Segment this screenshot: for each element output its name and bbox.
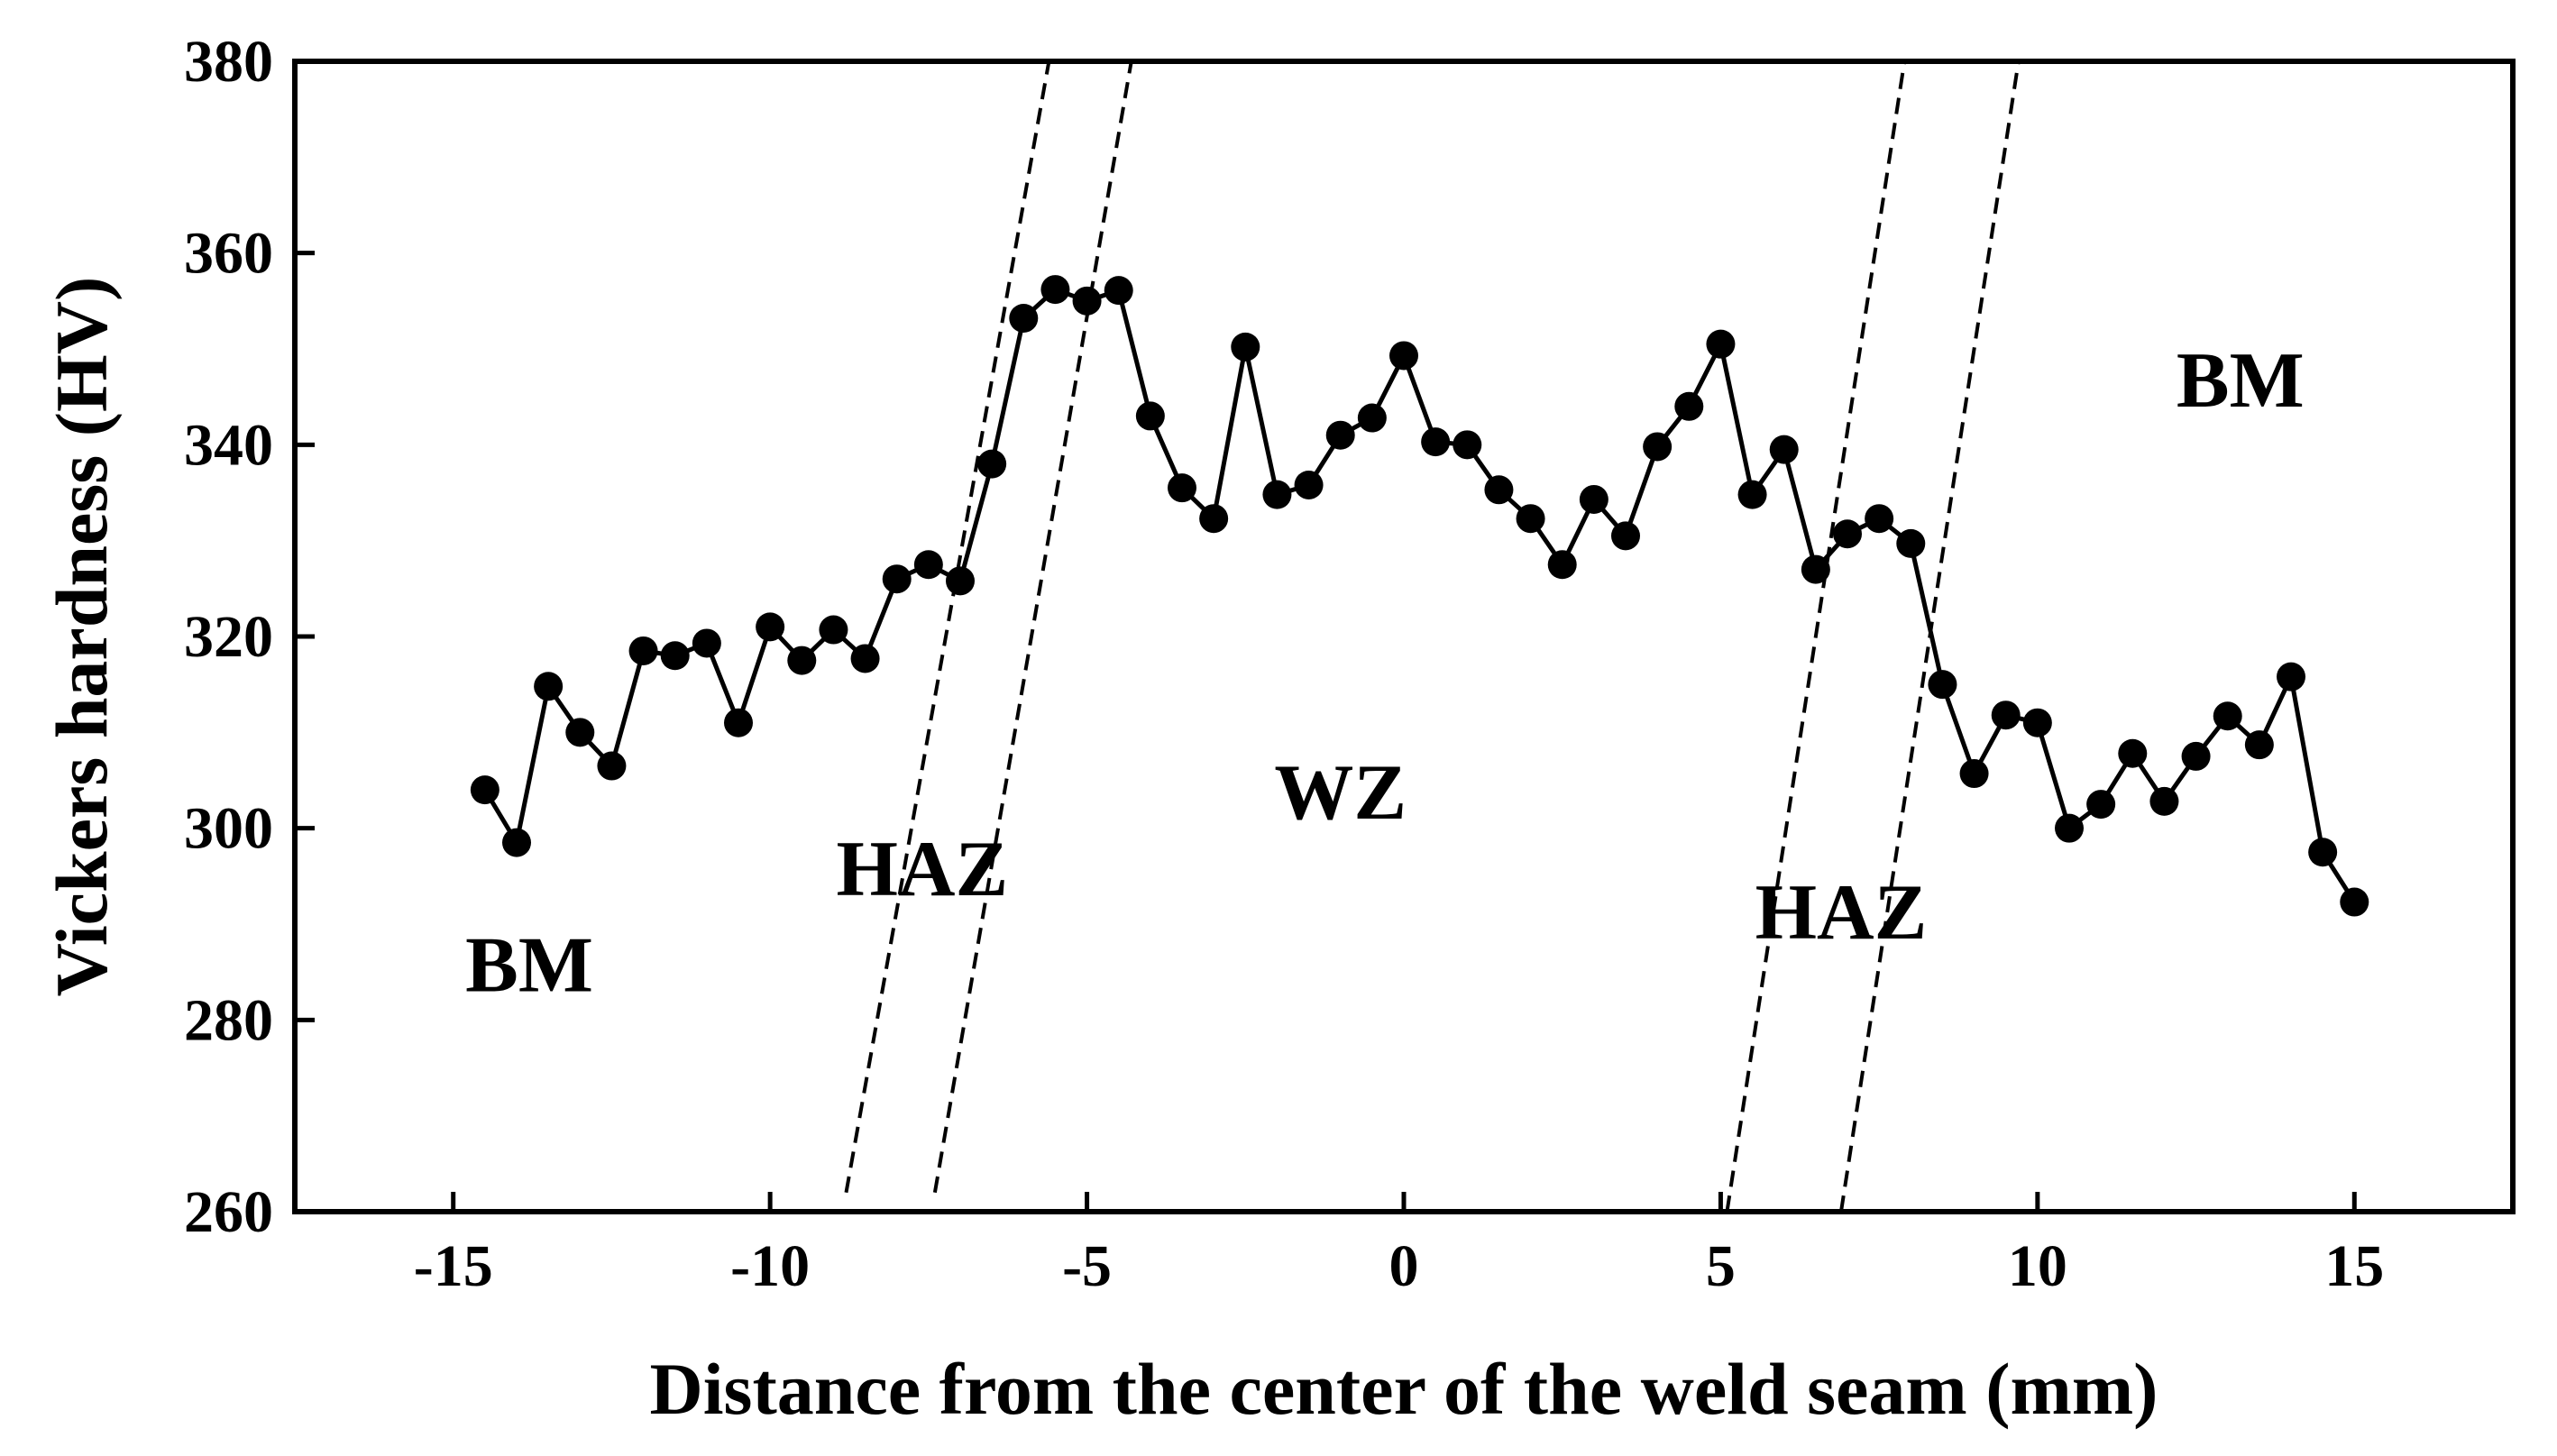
- data-point: [502, 828, 531, 857]
- x-tick-label: 0: [1389, 1233, 1419, 1299]
- data-point: [2340, 887, 2369, 917]
- data-point: [1959, 759, 1989, 789]
- data-point: [1706, 329, 1736, 359]
- zone-boundary-lines: [844, 60, 2021, 1213]
- data-point: [1453, 430, 1482, 460]
- series-line: [482, 287, 2357, 903]
- data-point: [2149, 786, 2179, 816]
- zone-boundary-line: [1725, 60, 1907, 1213]
- x-tick-label: -15: [414, 1233, 493, 1299]
- data-point: [2308, 838, 2338, 867]
- data-point: [1072, 286, 1102, 316]
- data-point: [2022, 708, 2052, 737]
- data-point: [1547, 550, 1577, 580]
- data-point: [1928, 670, 1957, 700]
- data-point: [1611, 521, 1640, 551]
- y-tick-label: 380: [184, 29, 273, 95]
- data-point: [1040, 275, 1070, 305]
- data-point: [2181, 741, 2211, 771]
- data-point: [1294, 470, 1324, 499]
- data-point: [913, 550, 943, 580]
- zone-boundary-line: [932, 60, 1133, 1194]
- data-point: [1357, 403, 1387, 433]
- data-point: [1009, 303, 1039, 333]
- x-axis-ticks: -15 -10 -5 0 5 10 15: [414, 1192, 2384, 1299]
- data-point: [2118, 738, 2148, 768]
- plot-frame: [292, 59, 2516, 1214]
- data-point: [470, 775, 499, 805]
- series-line-group: [482, 287, 2357, 903]
- data-point: [1484, 475, 1514, 505]
- data-point: [1135, 401, 1165, 431]
- y-tick-label: 360: [184, 221, 273, 287]
- zone-label: BM: [2177, 337, 2305, 425]
- data-point: [2213, 701, 2242, 731]
- y-axis-title: Vickers hardness (HV): [41, 277, 123, 997]
- data-point: [565, 718, 595, 747]
- y-axis-ticks: 260 280 300 320 340 360 380: [184, 29, 315, 1245]
- data-point: [882, 564, 912, 594]
- data-point: [660, 641, 690, 671]
- data-point: [819, 615, 848, 645]
- data-point: [1199, 504, 1229, 534]
- data-point: [1262, 480, 1292, 509]
- data-point: [756, 612, 785, 642]
- y-tick-label: 320: [184, 604, 273, 670]
- zone-annotations: BM HAZ WZ HAZ BM: [465, 337, 2304, 1010]
- x-tick-label: -5: [1062, 1233, 1112, 1299]
- x-tick-label: 15: [2324, 1233, 2384, 1299]
- data-point: [1801, 554, 1830, 584]
- x-tick-label: 5: [1706, 1233, 1736, 1299]
- data-point: [1104, 276, 1133, 306]
- zone-label: HAZ: [1755, 869, 1928, 957]
- data-point: [692, 628, 721, 658]
- data-point: [1991, 701, 2021, 730]
- x-tick-label: 10: [2008, 1233, 2067, 1299]
- data-point: [1643, 432, 1673, 462]
- data-point: [1389, 341, 1418, 371]
- data-point: [1737, 480, 1767, 509]
- data-point: [534, 672, 564, 701]
- data-point: [1674, 391, 1704, 421]
- data-point: [1516, 504, 1545, 534]
- x-axis-title: Distance from the center of the weld sea…: [650, 1348, 2158, 1430]
- data-point: [1769, 435, 1799, 464]
- data-point: [1168, 473, 1196, 503]
- zone-label: BM: [465, 921, 593, 1009]
- data-point: [1896, 528, 1926, 558]
- zone-boundary-line: [844, 60, 1051, 1194]
- x-tick-label: -10: [730, 1233, 810, 1299]
- data-point: [977, 449, 1007, 479]
- data-point: [597, 751, 627, 781]
- data-point: [1579, 484, 1608, 514]
- data-point: [724, 708, 753, 737]
- data-point: [1865, 504, 1894, 534]
- data-point: [850, 644, 880, 673]
- y-tick-label: 300: [184, 796, 273, 862]
- y-tick-label: 340: [184, 412, 273, 478]
- data-point: [946, 566, 975, 596]
- data-point: [1231, 332, 1260, 362]
- series-points-group: [470, 275, 2369, 917]
- y-tick-label: 260: [184, 1179, 273, 1245]
- zone-label: WZ: [1274, 749, 1407, 837]
- data-point: [2277, 662, 2305, 691]
- data-point: [2086, 790, 2116, 820]
- y-tick-label: 280: [184, 987, 273, 1053]
- data-point: [2055, 813, 2084, 843]
- data-point: [2244, 730, 2274, 760]
- data-point: [1833, 519, 1862, 549]
- data-point: [1421, 427, 1451, 457]
- data-point: [1325, 420, 1355, 450]
- data-point: [787, 646, 817, 675]
- zone-label: HAZ: [836, 826, 1008, 913]
- data-point: [628, 636, 658, 665]
